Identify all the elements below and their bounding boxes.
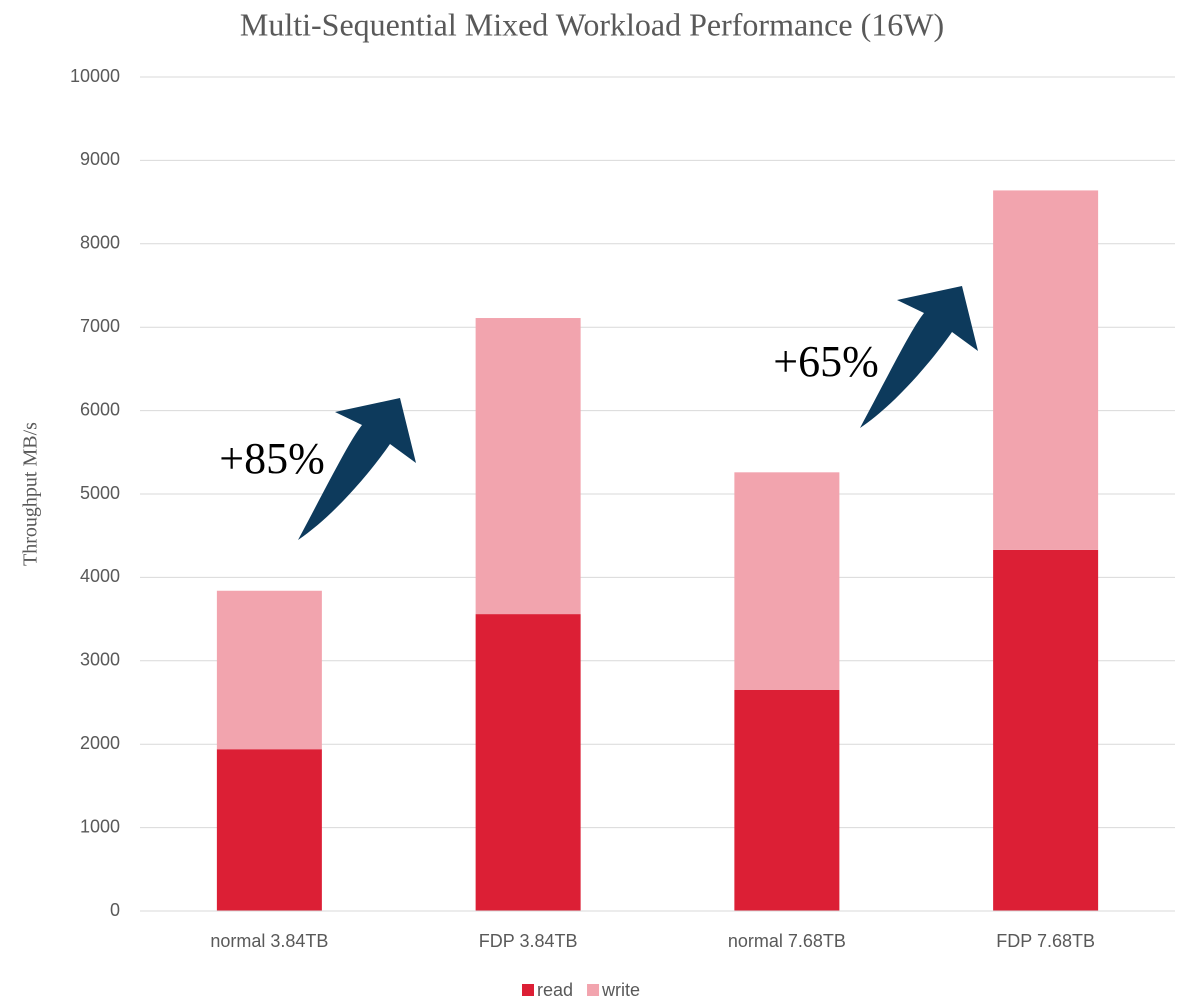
legend-swatch [587,984,600,996]
y-tick-label: 7000 [80,316,120,336]
y-tick-label: 0 [110,900,120,920]
bar-segment [216,590,322,750]
y-tick-label: 4000 [80,566,120,586]
growth-arrow [298,398,416,540]
legend-label: read [537,980,573,1000]
x-tick-label: FDP 7.68TB [996,931,1095,951]
annotation: +85% [219,434,324,483]
bar-segment [734,689,840,911]
y-tick-label: 8000 [80,233,120,253]
bar-segment [216,749,322,911]
plot-area: 0 1000 2000 3000 4000 5000 6000 7000 8000 9000 100… [70,66,1175,951]
y-tick-label: 9000 [80,149,120,169]
bar-segment [475,318,581,615]
bar-segment [734,472,840,690]
legend-swatch [522,984,534,996]
bar-segment [993,190,1099,550]
x-tick-label: normal 7.68TB [728,931,846,951]
chart-title: Multi-Sequential Mixed Workload Performa… [240,6,944,42]
y-tick-label: 1000 [80,816,120,836]
y-tick-label: 6000 [80,399,120,419]
x-tick-label: FDP 3.84TB [479,931,578,951]
y-tick-label: 2000 [80,733,120,753]
y-tick-label: 10000 [70,66,120,86]
legend-label: write [601,980,640,1000]
x-tick-label: normal 3.84TB [210,931,328,951]
y-axis-label: Throughput MB/s [20,422,42,566]
y-tick-label: 3000 [80,650,120,670]
bar-segment [993,549,1099,911]
growth-arrow [860,286,978,428]
bar-segment [475,614,581,911]
annotation: +65% [773,337,878,386]
y-tick-label: 5000 [80,483,120,503]
